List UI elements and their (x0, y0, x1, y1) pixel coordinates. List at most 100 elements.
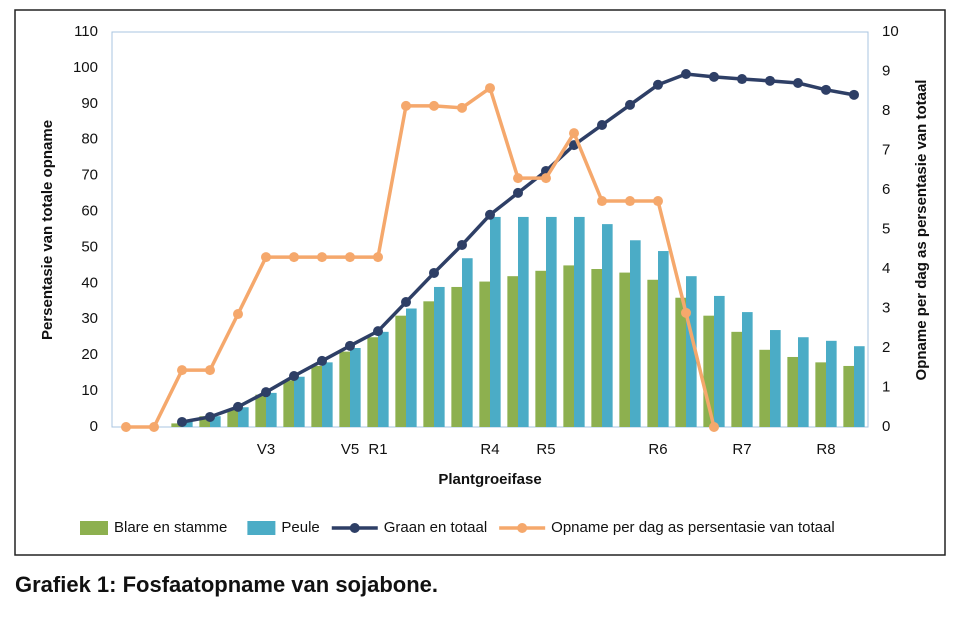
bar (266, 392, 277, 427)
bar (731, 331, 742, 427)
bar (507, 276, 518, 427)
y2-tick-label: 6 (882, 181, 890, 198)
bar (255, 394, 266, 427)
bar (479, 281, 490, 427)
bar (591, 269, 602, 427)
bar (294, 376, 305, 427)
bar (686, 276, 697, 427)
line-marker (625, 196, 635, 207)
y-tick-label: 60 (81, 203, 98, 220)
legend-label: Peule (281, 519, 319, 536)
bar (630, 240, 641, 427)
bar (339, 351, 350, 427)
bar (535, 270, 546, 427)
y-tick-label: 110 (74, 23, 98, 40)
line-marker (373, 326, 383, 337)
y2-axis-title: Opname per dag as persentasie van totaal (913, 80, 930, 381)
frame (14, 9, 946, 556)
line-marker (849, 89, 859, 100)
bar (490, 216, 501, 427)
y2-tick-label: 9 (882, 62, 890, 79)
bar (619, 272, 630, 427)
legend-swatch (517, 523, 528, 533)
y-tick-label: 20 (81, 346, 98, 363)
line-marker (401, 297, 411, 308)
y2-tick-label: 1 (882, 378, 890, 395)
bar (395, 315, 406, 427)
line-marker (289, 371, 299, 382)
bar (815, 362, 826, 427)
bar (423, 301, 434, 427)
bar (210, 416, 221, 427)
bar (199, 416, 210, 427)
bar (238, 407, 249, 427)
bar (658, 251, 669, 427)
line-marker (793, 77, 803, 88)
line-marker (597, 120, 607, 131)
y-tick-label: 80 (81, 131, 98, 148)
line-marker (485, 83, 495, 94)
x-axis-title: Plantgroeifase (438, 471, 541, 488)
bar (798, 337, 809, 427)
y2-tick-label: 4 (882, 260, 890, 277)
line-marker (121, 422, 131, 432)
y2-tick-label: 2 (882, 339, 890, 356)
caption: Grafiek 1: Fosfaatopname van sojabone. (15, 572, 438, 597)
line-marker (345, 340, 355, 351)
y-tick-label: 0 (90, 418, 98, 435)
line-marker (457, 102, 467, 113)
x-tick-label: R7 (732, 441, 751, 458)
legend-swatch (247, 521, 276, 535)
line-marker (709, 422, 719, 432)
bar (546, 216, 557, 427)
line-marker (681, 69, 691, 80)
bar (227, 409, 238, 427)
line-marker (597, 196, 607, 207)
bar (843, 365, 854, 427)
bar (675, 297, 686, 427)
bar (367, 337, 378, 427)
y2-tick-label: 10 (882, 23, 899, 40)
legend-label: Graan en totaal (384, 519, 487, 536)
line-marker (457, 239, 467, 250)
y-tick-label: 90 (81, 95, 98, 112)
line-marker (513, 187, 523, 198)
line-marker (233, 309, 243, 320)
line-marker (429, 267, 439, 278)
bar (742, 312, 753, 427)
bar (602, 224, 613, 427)
line-marker (373, 252, 383, 263)
line-marker (401, 100, 411, 111)
line-marker (177, 416, 187, 427)
bar (378, 331, 389, 427)
line-marker (541, 173, 551, 184)
y-axis-title: Persentasie van totale opname (39, 120, 56, 340)
x-tick-label: R8 (816, 441, 835, 458)
line-marker (345, 252, 355, 263)
bar (714, 295, 725, 427)
line-marker (485, 209, 495, 220)
line-marker (821, 84, 831, 95)
bar (759, 349, 770, 427)
line-marker (289, 252, 299, 263)
y-tick-label: 30 (81, 310, 98, 327)
bar (322, 362, 333, 427)
line-marker (709, 71, 719, 82)
bar (283, 380, 294, 427)
line-marker (569, 128, 579, 139)
legend-label: Opname per dag as persentasie van totaal (551, 519, 835, 536)
y2-tick-label: 7 (882, 141, 890, 158)
bar (182, 421, 193, 427)
y-tick-label: 50 (81, 238, 98, 255)
bar (462, 258, 473, 427)
y-tick-label: 10 (81, 382, 98, 399)
legend-swatch (80, 521, 108, 535)
y2-tick-label: 0 (882, 418, 890, 435)
bar (451, 286, 462, 427)
y-tick-label: 100 (73, 59, 98, 76)
bar (574, 216, 585, 427)
legend-swatch (349, 523, 360, 533)
bar (563, 265, 574, 427)
line-marker (653, 196, 663, 207)
